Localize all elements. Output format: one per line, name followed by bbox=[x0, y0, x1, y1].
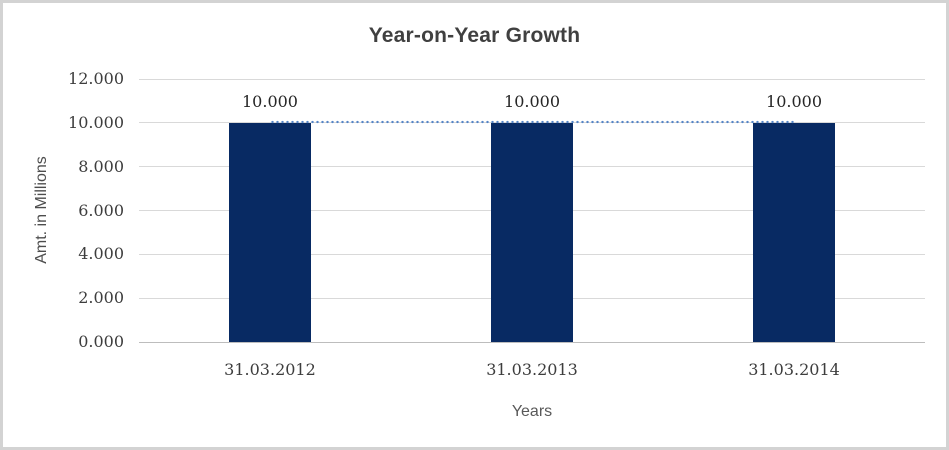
bar-data-label: 10.000 bbox=[766, 91, 822, 111]
y-tick-label: 4.000 bbox=[78, 244, 124, 264]
bar bbox=[491, 122, 573, 342]
trend-dotted-line bbox=[270, 119, 794, 124]
bar-data-label: 10.000 bbox=[241, 91, 298, 111]
x-category-label: 31.03.2014 bbox=[748, 360, 840, 379]
y-tick-label: 0.000 bbox=[78, 332, 124, 351]
x-category-label: 31.03.2013 bbox=[486, 360, 578, 379]
x-category-label: 31.03.2012 bbox=[224, 360, 316, 379]
x-axis-title: Years bbox=[511, 403, 553, 420]
y-tick-label: 2.000 bbox=[78, 288, 124, 308]
y-tick-label: 6.000 bbox=[78, 200, 124, 220]
x-axis-category-labels: 31.03.2012 31.03.2013 31.03.2014 bbox=[139, 360, 925, 382]
y-tick-label: 8.000 bbox=[78, 156, 124, 176]
bar bbox=[228, 122, 311, 342]
plot-area: 10.000 10.000 10.000 bbox=[139, 78, 925, 343]
y-tick-label: 12.000 bbox=[68, 69, 124, 88]
gridline bbox=[139, 78, 925, 80]
x-axis-line bbox=[139, 341, 925, 343]
bar-data-label: 10.000 bbox=[504, 91, 560, 111]
y-tick-label: 10.000 bbox=[68, 112, 124, 132]
chart-title: Year-on-Year Growth bbox=[368, 24, 581, 47]
bar bbox=[753, 122, 835, 342]
